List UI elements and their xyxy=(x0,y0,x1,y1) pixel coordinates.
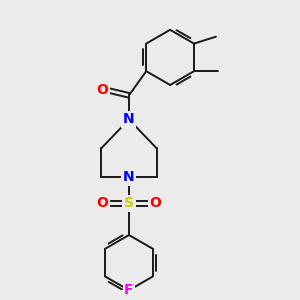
Text: O: O xyxy=(96,82,108,97)
Text: N: N xyxy=(123,170,135,184)
Text: O: O xyxy=(149,196,161,210)
Text: O: O xyxy=(97,196,109,210)
Text: N: N xyxy=(123,112,135,127)
Text: S: S xyxy=(124,196,134,210)
Text: F: F xyxy=(124,283,134,297)
